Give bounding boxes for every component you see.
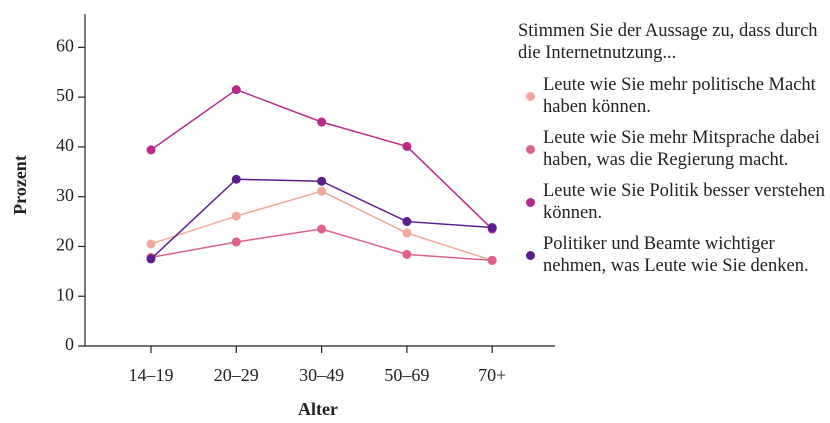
legend-entry: Leute wie Sie mehr Mitsprache dabei habe… <box>518 127 828 171</box>
data-point <box>402 249 412 259</box>
legend-marker <box>526 197 535 207</box>
legend-title: Stimmen Sie der Aussage zu, dass durch d… <box>518 21 818 63</box>
x-axis-label: Alter <box>298 399 338 419</box>
x-tick-label: 20–29 <box>214 365 259 385</box>
data-point <box>402 217 412 227</box>
data-point <box>231 174 241 184</box>
legend-entry: Leute wie Sie Politik besser verstehen k… <box>518 180 828 224</box>
legend-marker <box>526 250 535 260</box>
x-tick-label: 30–49 <box>299 365 344 385</box>
data-point <box>231 85 241 95</box>
x-tick-label: 50–69 <box>384 365 429 385</box>
legend-label: Leute wie Sie mehr politische Macht habe… <box>543 75 816 117</box>
data-point <box>231 211 241 221</box>
legend: Stimmen Sie der Aussage zu, dass durch d… <box>518 20 828 286</box>
y-tick-label: 40 <box>56 135 74 155</box>
y-tick-label: 60 <box>56 35 74 55</box>
x-tick-label: 14–19 <box>129 365 174 385</box>
y-tick-label: 20 <box>56 235 74 255</box>
legend-label: Leute wie Sie mehr Mitsprache dabei habe… <box>543 128 820 170</box>
legend-label: Leute wie Sie Politik besser verstehen k… <box>543 181 826 223</box>
legend-entry: Politiker und Beamte wichtiger nehmen, w… <box>518 233 828 277</box>
data-point <box>317 117 327 127</box>
data-point <box>402 141 412 151</box>
legend-entry: Leute wie Sie mehr politische Macht habe… <box>518 74 828 118</box>
data-point <box>317 186 327 196</box>
data-point <box>146 254 156 264</box>
data-point <box>317 224 327 234</box>
legend-marker <box>526 91 535 101</box>
data-point <box>487 255 497 265</box>
series-line <box>150 88 493 230</box>
data-point <box>231 237 241 247</box>
data-point <box>402 228 412 238</box>
y-tick-label: 30 <box>56 185 74 205</box>
data-point <box>146 239 156 249</box>
data-point <box>146 145 156 155</box>
y-tick-label: 50 <box>56 85 74 105</box>
y-axis-label: Prozent <box>10 155 30 215</box>
y-tick-label: 0 <box>65 334 74 354</box>
x-tick-label: 70+ <box>478 365 506 385</box>
y-tick-label: 10 <box>56 284 74 304</box>
data-point <box>487 223 497 233</box>
legend-marker <box>526 144 535 154</box>
legend-label: Politiker und Beamte wichtiger nehmen, w… <box>543 234 809 276</box>
data-point <box>317 176 327 186</box>
